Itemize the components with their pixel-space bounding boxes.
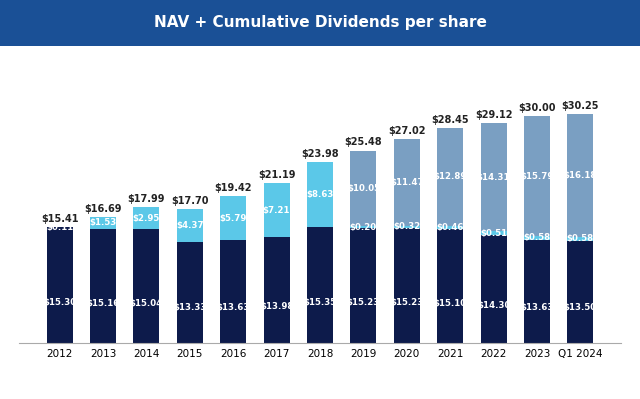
Text: $16.69: $16.69 (84, 204, 122, 214)
Text: $7.21: $7.21 (263, 206, 291, 215)
Text: $1.53: $1.53 (90, 218, 116, 227)
Bar (350, 227, 376, 228)
Bar (394, 139, 420, 225)
Text: $11.47: $11.47 (390, 178, 424, 187)
Bar (133, 229, 159, 343)
Text: $0.11: $0.11 (46, 223, 73, 231)
Text: $23.98: $23.98 (301, 149, 339, 159)
Bar (568, 237, 593, 241)
Text: $8.63: $8.63 (307, 190, 333, 199)
Bar (524, 117, 550, 236)
Text: $0.20: $0.20 (350, 223, 377, 232)
Bar (524, 236, 550, 240)
Text: $15.16: $15.16 (86, 298, 120, 308)
Legend: Net asset value, Cumulative special dividends paid, Cumulative base dividends pa: Net asset value, Cumulative special divi… (104, 397, 536, 399)
Bar (481, 235, 507, 343)
Text: $15.04: $15.04 (130, 299, 163, 308)
Text: $29.12: $29.12 (475, 110, 513, 120)
Text: $10.05: $10.05 (347, 184, 380, 193)
Bar (350, 150, 376, 227)
Bar (568, 241, 593, 343)
Text: $19.42: $19.42 (214, 183, 252, 193)
Text: $13.63: $13.63 (216, 302, 250, 312)
Bar (220, 240, 246, 343)
Text: $13.50: $13.50 (564, 303, 597, 312)
Text: $14.31: $14.31 (477, 173, 510, 182)
Bar (264, 183, 290, 237)
Bar (133, 207, 159, 229)
Text: $0.46: $0.46 (436, 223, 464, 232)
Text: $2.95: $2.95 (132, 214, 160, 223)
Bar (220, 196, 246, 240)
Text: $15.10: $15.10 (434, 299, 467, 308)
Text: $16.18: $16.18 (564, 171, 597, 180)
Text: $15.79: $15.79 (520, 172, 554, 180)
Text: $5.79: $5.79 (220, 214, 247, 223)
Text: $0.58: $0.58 (524, 233, 550, 243)
Bar (568, 115, 593, 237)
Text: $0.32: $0.32 (393, 222, 420, 231)
Text: $28.45: $28.45 (431, 115, 469, 125)
Text: $27.02: $27.02 (388, 126, 426, 136)
Text: $30.00: $30.00 (518, 103, 556, 113)
Bar (524, 240, 550, 343)
Text: $17.70: $17.70 (171, 196, 209, 206)
Bar (437, 229, 463, 343)
Text: $13.63: $13.63 (520, 302, 554, 312)
Bar (394, 225, 420, 228)
Bar (90, 229, 116, 343)
Text: $15.30: $15.30 (43, 298, 76, 307)
Bar (394, 228, 420, 343)
Bar (437, 225, 463, 229)
Text: $4.37: $4.37 (176, 221, 204, 230)
Bar (481, 231, 507, 235)
Text: $30.25: $30.25 (562, 101, 599, 111)
Text: $15.41: $15.41 (41, 213, 78, 223)
Text: $15.23: $15.23 (390, 298, 424, 307)
Bar (350, 228, 376, 343)
Text: $21.19: $21.19 (258, 170, 295, 180)
Text: $17.99: $17.99 (127, 194, 165, 204)
Text: $25.48: $25.48 (344, 138, 382, 148)
Bar (307, 227, 333, 343)
Text: $15.23: $15.23 (347, 298, 380, 307)
Text: $14.30: $14.30 (477, 301, 510, 310)
Bar (307, 162, 333, 227)
Bar (264, 237, 290, 343)
Bar (437, 128, 463, 225)
Text: $13.98: $13.98 (260, 302, 293, 311)
Text: $12.89: $12.89 (433, 172, 467, 181)
Bar (177, 209, 203, 242)
Bar (481, 123, 507, 231)
Bar (47, 227, 72, 343)
Text: $13.33: $13.33 (173, 303, 207, 312)
Text: $15.35: $15.35 (303, 298, 337, 307)
Bar (90, 217, 116, 229)
Bar (177, 242, 203, 343)
Text: $0.51: $0.51 (480, 229, 507, 237)
Text: $0.58: $0.58 (567, 234, 594, 243)
Text: NAV + Cumulative Dividends per share: NAV + Cumulative Dividends per share (154, 16, 486, 30)
